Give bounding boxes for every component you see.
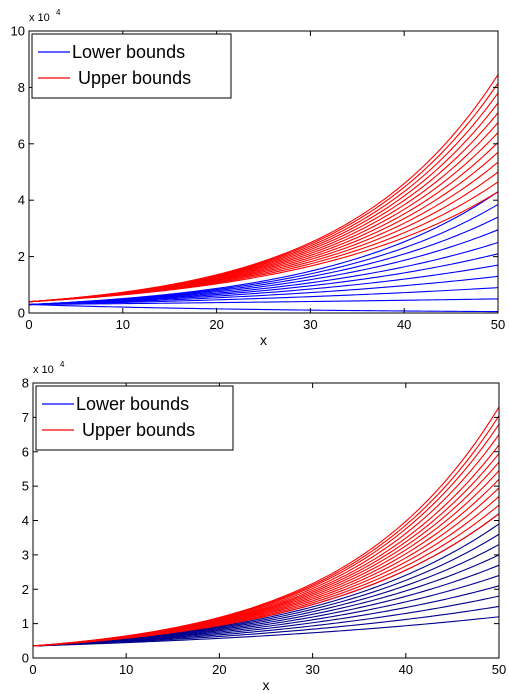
curves: [32, 406, 500, 647]
x-tick-label: 30: [303, 317, 317, 332]
y-tick-label: 4: [22, 513, 29, 528]
legend-label: Lower bounds: [72, 42, 185, 62]
x-tick-label: 20: [212, 662, 226, 677]
y-multiplier: x 10: [29, 12, 50, 24]
y-tick-label: 0: [18, 306, 25, 321]
y-tick-label: 10: [11, 24, 25, 39]
upper-bound-line-13: [28, 74, 499, 303]
y-tick-label: 5: [22, 479, 29, 494]
y-multiplier-exponent: 4: [56, 8, 61, 17]
upper-bound-line-5: [28, 151, 499, 303]
y-tick-label: 1: [22, 616, 29, 631]
y-tick-label: 6: [22, 444, 29, 459]
x-tick-label: 40: [397, 317, 411, 332]
x-tick-label: 0: [29, 662, 36, 677]
x-tick-label: 10: [116, 317, 130, 332]
y-tick-label: 2: [18, 249, 25, 264]
y-tick-label: 0: [22, 651, 29, 666]
x-axis-label: x: [263, 677, 270, 693]
y-tick-label: 8: [22, 376, 29, 391]
lower-bound-line-1: [32, 616, 500, 647]
axes-box: [28, 30, 499, 314]
legend-box: [35, 385, 234, 451]
x-tick-label: 20: [209, 317, 223, 332]
lower-bound-line-7: [32, 554, 500, 647]
legend-label: Lower bounds: [76, 394, 189, 414]
x-tick-label: 10: [119, 662, 133, 677]
upper-bound-line-13: [32, 406, 500, 647]
y-tick-label: 4: [18, 193, 25, 208]
legend-box: [31, 33, 232, 99]
lower-bound-line-11: [28, 191, 499, 306]
curves: [28, 74, 499, 313]
lower-bound-line-1: [28, 303, 499, 313]
y-multiplier: x 10: [33, 364, 54, 376]
subplot-1: 0 10 20 30 40 50 0 2 4 6 8 10 x 10 4 x Lower bounds Uppe…: [11, 8, 506, 348]
lower-bound-line-10: [32, 523, 500, 647]
y-tick-label: 2: [22, 582, 29, 597]
x-tick-label: 0: [25, 317, 32, 332]
y-tick-label: 8: [18, 80, 25, 95]
legend: Lower bounds Upper bounds: [31, 33, 232, 99]
y-multiplier-exponent: 4: [60, 360, 65, 369]
legend: Lower bounds Upper bounds: [35, 385, 234, 451]
lower-bound-line-3: [28, 287, 499, 306]
legend-label: Upper bounds: [82, 420, 195, 440]
x-tick-label: 30: [305, 662, 319, 677]
legend-label: Upper bounds: [78, 68, 191, 88]
y-tick-label: 3: [22, 547, 29, 562]
y-tick-label: 6: [18, 136, 25, 151]
x-tick-label: 50: [492, 662, 506, 677]
lower-bound-line-2: [28, 298, 499, 306]
x-tick-label: 50: [491, 317, 505, 332]
x-tick-label: 40: [399, 662, 413, 677]
subplot-2: 0 10 20 30 40 50 0 1 2 3 4 5 6 7 8 x 10 4 x Lower bounds Up…: [22, 360, 506, 693]
x-axis-label: x: [260, 332, 267, 348]
y-tick-label: 7: [22, 410, 29, 425]
